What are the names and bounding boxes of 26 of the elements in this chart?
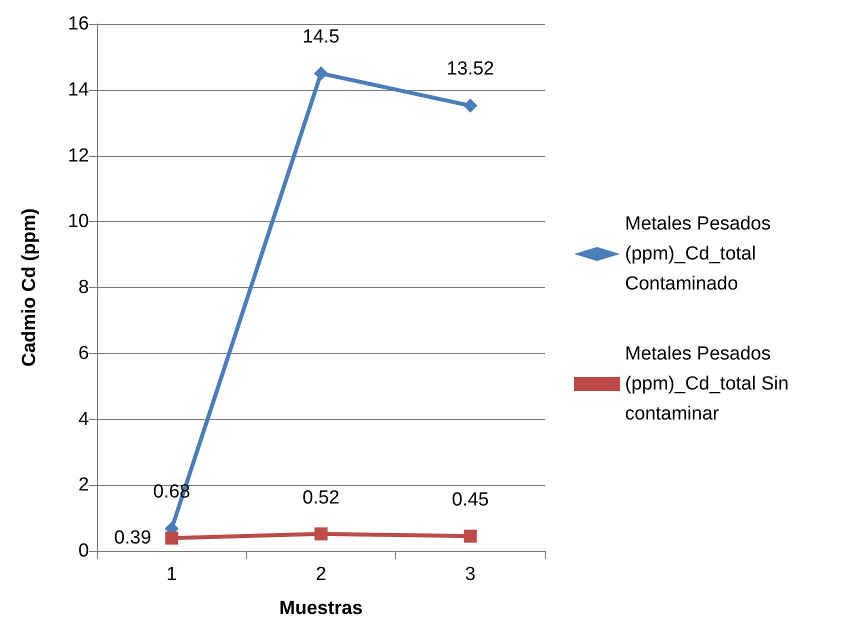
y-tick-label: 2 [78,474,89,496]
x-tick-label: 3 [465,564,476,585]
data-label: 14.5 [302,26,340,48]
x-tick-label: 1 [166,564,177,585]
data-label: 0.45 [452,490,489,511]
data-label: 0.52 [302,487,340,508]
y-tick-label: 4 [78,408,90,430]
data-label: 13.52 [446,58,494,80]
y-tick-label: 0 [78,540,89,562]
legend-label: Metales Pesados (ppm)_Cd_total Sin contaminar [625,344,794,424]
point [314,527,328,540]
x-axis-title: Muestras [279,598,363,619]
x-tick-label: 2 [316,564,326,585]
y-tick-label: 6 [78,342,89,364]
data-label: 0.39 [114,528,152,549]
y-tick-label: 8 [78,277,89,298]
y-axis-title: Cadmio Cd (ppm) [19,208,40,367]
point [463,98,478,113]
y-tick-label: 14 [68,79,90,100]
point [464,530,477,543]
y-tick-label: 16 [68,14,89,34]
y-tick-label: 10 [68,211,89,232]
point [165,532,178,545]
point [314,66,328,80]
legend-label: Metales Pesados (ppm)_Cd_total Contaminado [625,214,776,294]
y-tick-label: 12 [68,145,89,166]
